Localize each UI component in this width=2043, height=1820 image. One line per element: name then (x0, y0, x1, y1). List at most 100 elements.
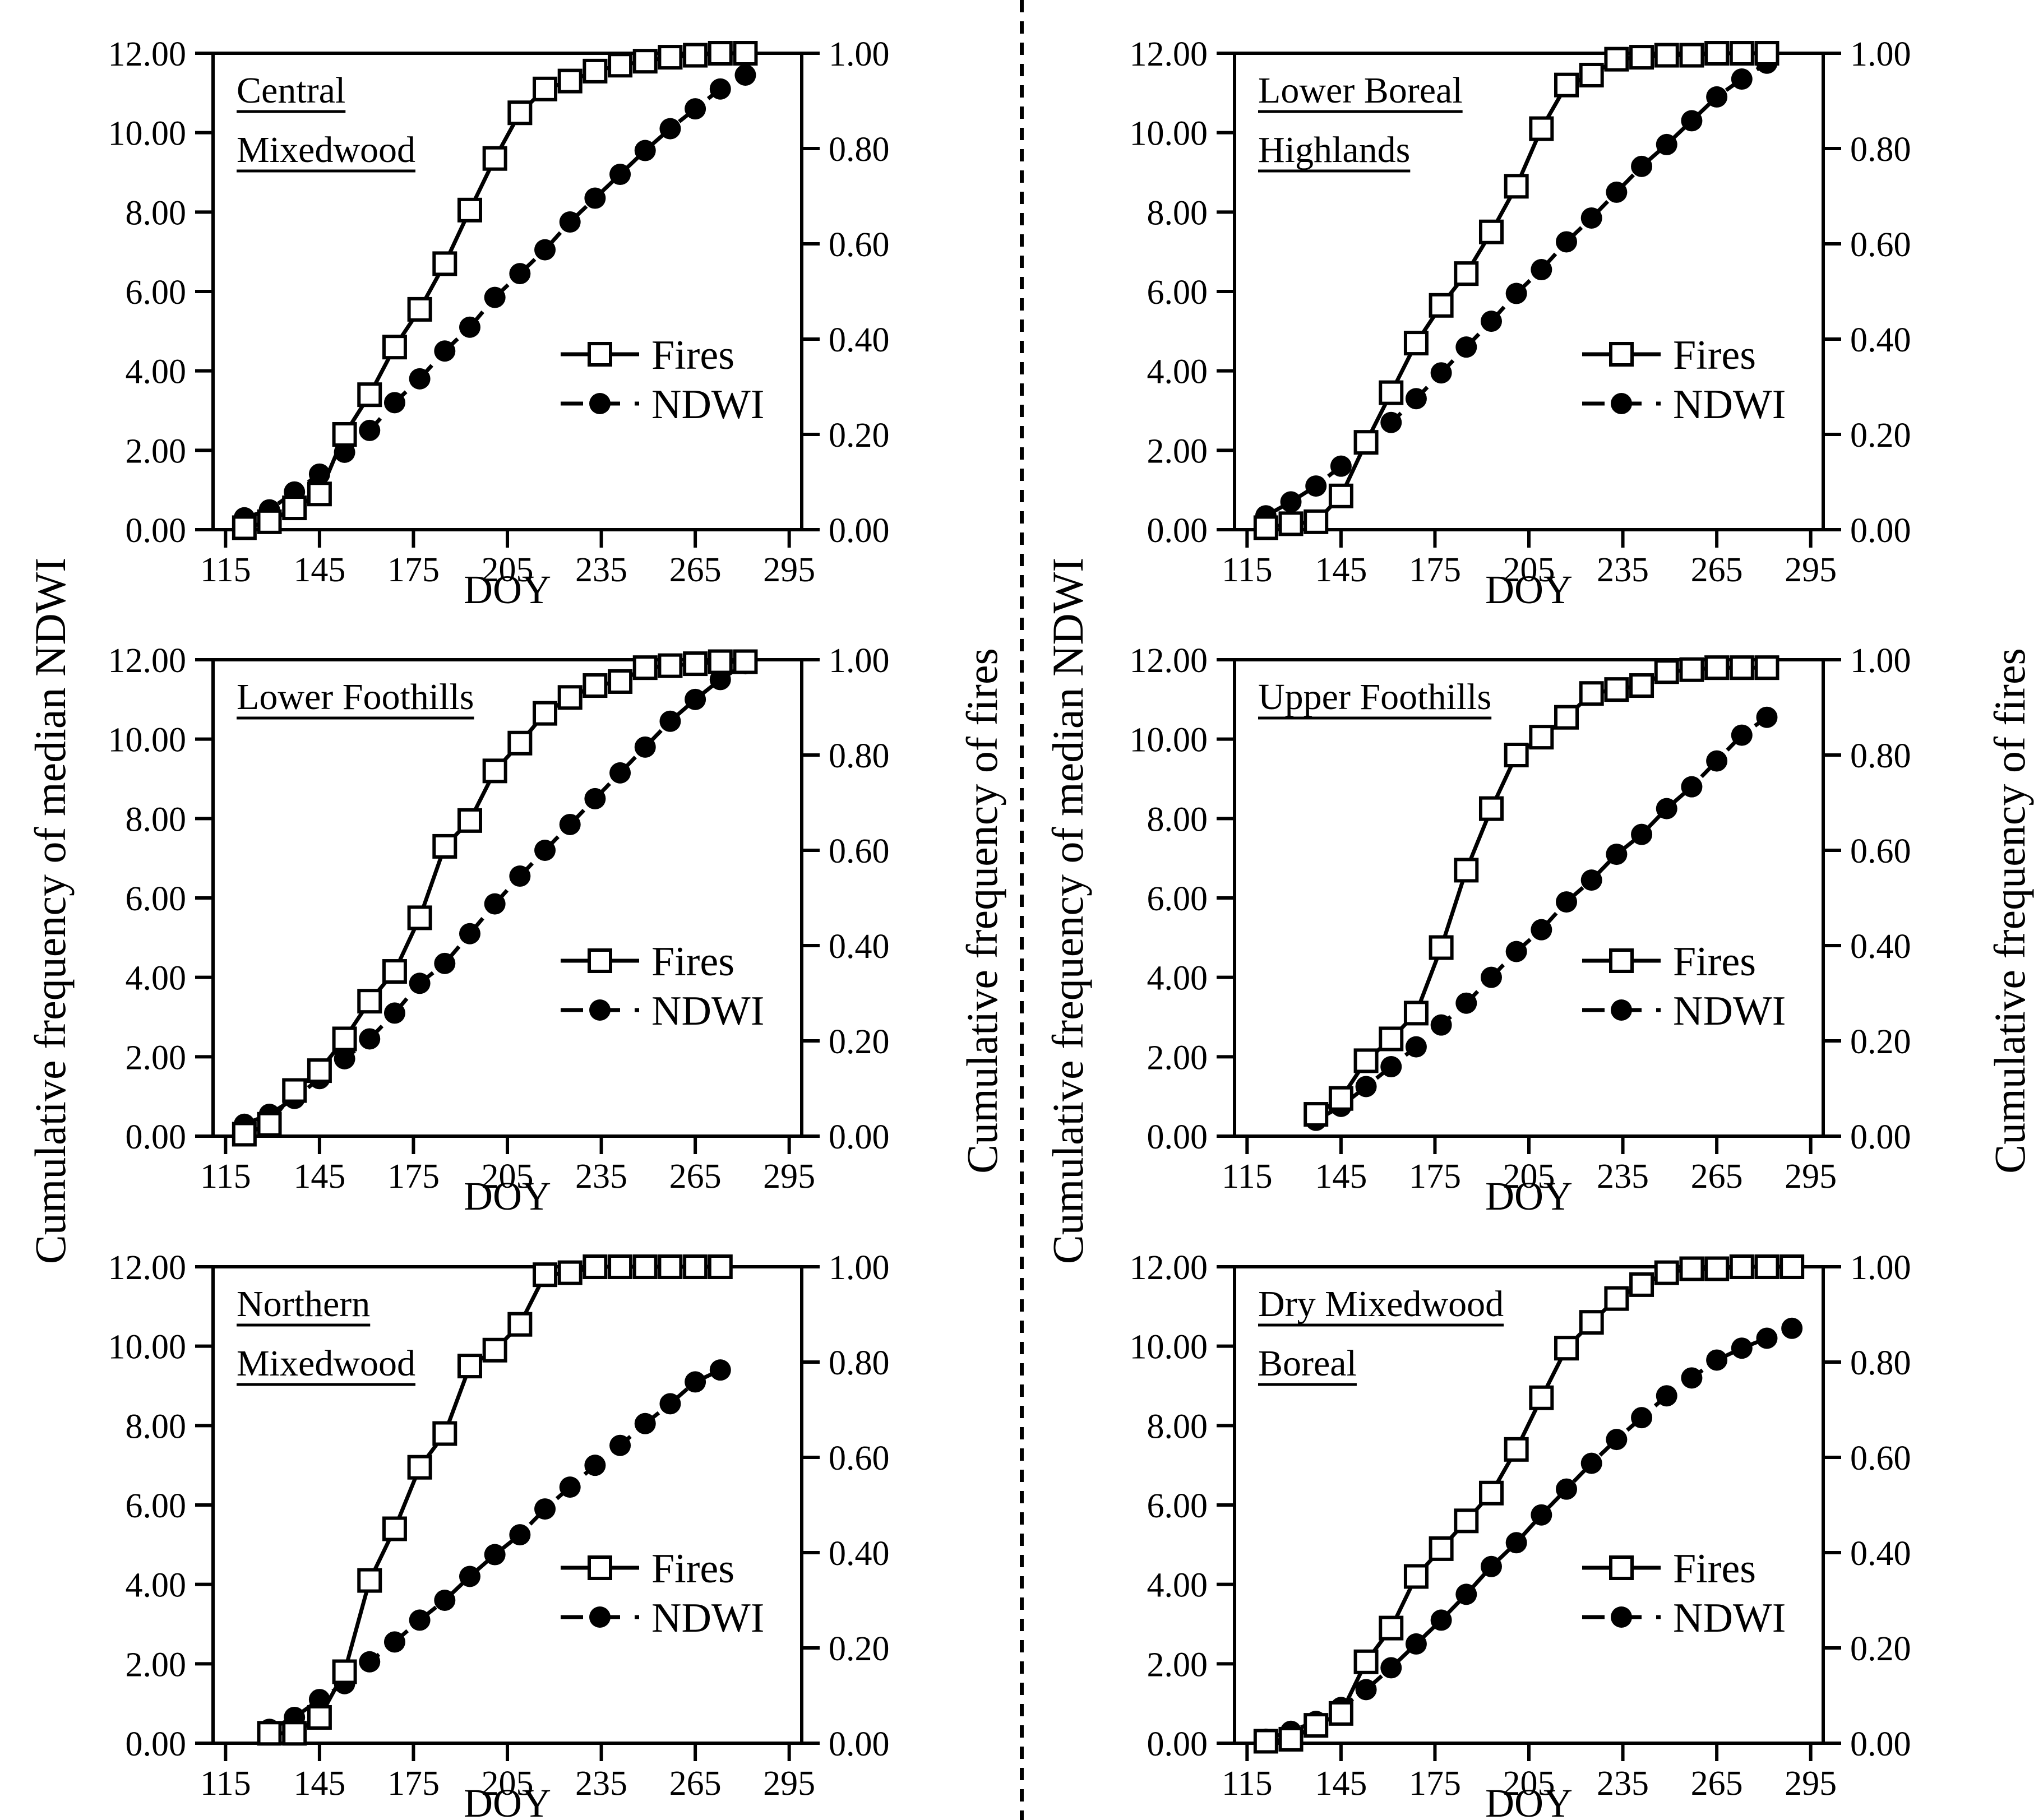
x-tick-label: 205 (1503, 1157, 1555, 1196)
y-left-tick-label: 10.00 (108, 115, 187, 153)
ndwi-marker (409, 972, 431, 994)
ndwi-marker (1556, 891, 1578, 913)
x-tick-label: 175 (387, 1765, 440, 1803)
x-tick-label: 295 (763, 1765, 815, 1803)
fires-marker (307, 1705, 332, 1730)
y-right-tick-label: 1.00 (829, 1249, 890, 1287)
legend-ndwi-marker (589, 1606, 611, 1628)
column-divider-dashed-line (1020, 0, 1024, 1820)
ndwi-marker (1580, 869, 1602, 891)
ndwi-marker (1280, 491, 1302, 513)
fires-marker (1379, 1615, 1404, 1641)
x-tick-label: 295 (1785, 551, 1837, 589)
ndwi-marker (1631, 155, 1653, 177)
ndwi-marker (1556, 1478, 1578, 1500)
fires-marker (1353, 430, 1379, 455)
y-right-tick-label: 0.20 (829, 1630, 890, 1668)
x-tick-label: 265 (1691, 1765, 1743, 1803)
x-tick-label: 205 (1503, 1765, 1555, 1803)
panel-title: Mixedwood (237, 129, 415, 170)
fires-marker (1328, 1701, 1353, 1726)
ndwi-marker (1330, 455, 1352, 477)
fires-marker (557, 68, 583, 94)
fires-marker (608, 53, 633, 78)
ndwi-marker (509, 865, 531, 887)
ndwi-marker (1531, 1504, 1552, 1526)
ndwi-marker (1580, 207, 1602, 229)
ndwi-marker (359, 419, 381, 441)
ndwi-marker (509, 1524, 531, 1546)
y-right-tick-label: 0.00 (1850, 1725, 1911, 1763)
fires-marker (357, 1568, 382, 1593)
fires-marker (1729, 655, 1754, 680)
x-axis-label: DOY (464, 1174, 551, 1213)
y-right-tick-label: 0.00 (1850, 512, 1911, 550)
fires-marker (1353, 1649, 1379, 1674)
x-tick-label: 205 (482, 1157, 534, 1196)
fires-marker (708, 41, 733, 66)
fires-marker (507, 730, 533, 756)
fires-marker (1403, 1001, 1429, 1026)
plot-frame (211, 52, 803, 531)
ndwi-marker (1631, 1407, 1653, 1429)
ndwi-marker (659, 710, 681, 732)
x-tick-label: 265 (669, 1157, 722, 1196)
ndwi-marker (434, 1590, 456, 1611)
fires-marker (482, 146, 507, 171)
y-left-tick-label: 8.00 (1147, 800, 1208, 839)
ndwi-marker (1531, 259, 1552, 281)
x-tick-label: 175 (387, 1157, 440, 1196)
chart-dry-mixedwood-boreal: 115 145 175 205 235 265 295 0.00 2.00 4.00 6.00 8.0… (1130, 1249, 1911, 1820)
panel-upper-foothills: 115 145 175 205 235 265 295 0.00 2.00 4.00 6.00 8.0… (1022, 606, 2043, 1213)
fires-marker (1278, 511, 1304, 536)
y-left-tick-label: 6.00 (1147, 1487, 1208, 1525)
ndwi-marker (734, 64, 756, 86)
y-left-tick-label: 4.00 (1147, 1567, 1208, 1605)
fires-marker (1679, 657, 1704, 682)
y-left-tick-label: 0.00 (126, 1725, 187, 1763)
legend-ndwi-marker (1611, 393, 1632, 414)
ndwi-marker (609, 762, 631, 784)
y-right-tick-label: 1.00 (1850, 35, 1911, 73)
panel-lower-foothills: 115 145 175 205 235 265 295 0.00 2.00 4.00 6.00 8.0… (0, 606, 1022, 1213)
fires-marker (457, 808, 482, 833)
y-left-tick-label: 0.00 (1147, 1118, 1208, 1156)
fires-marker (1529, 116, 1554, 141)
fires-marker (1504, 743, 1529, 767)
fires-marker (232, 1122, 257, 1147)
legend-ndwi-label: NDWI (651, 988, 764, 1034)
x-tick-label: 235 (575, 1157, 627, 1196)
x-axis-label: DOY (1485, 567, 1573, 606)
fires-marker (1278, 1726, 1304, 1752)
fires-marker (1629, 673, 1654, 698)
x-tick-label: 115 (1222, 1157, 1273, 1196)
legend-ndwi-label: NDWI (1673, 988, 1786, 1034)
y-left-tick-label: 12.00 (108, 642, 187, 680)
fires-marker (257, 1112, 282, 1137)
y-left-tick-label: 10.00 (108, 721, 187, 760)
ndwi-marker (359, 1651, 381, 1673)
fires-marker (1403, 1564, 1429, 1589)
fires-marker (307, 481, 332, 507)
ndwi-marker (1656, 133, 1677, 155)
fires-marker (282, 495, 307, 521)
fires-marker (1579, 62, 1604, 87)
ndwi-marker (484, 1544, 506, 1566)
fires-marker (1554, 705, 1579, 730)
fires-marker (432, 251, 457, 276)
fires-marker (557, 1260, 583, 1285)
fires-marker (307, 1058, 332, 1083)
y-right-tick-label: 1.00 (1850, 1249, 1911, 1287)
y-right-tick-label: 0.20 (829, 1023, 890, 1061)
fires-marker (583, 1254, 608, 1279)
fires-marker (1579, 1310, 1604, 1335)
panel-title: Central (237, 70, 345, 111)
legend-fires-marker (588, 342, 612, 367)
ndwi-marker (709, 78, 731, 100)
fires-marker (1429, 935, 1454, 960)
ndwi-marker (1580, 1452, 1602, 1474)
y-right-tick-label: 0.40 (829, 1535, 890, 1573)
fires-marker (733, 649, 758, 674)
x-tick-label: 175 (1409, 1157, 1461, 1196)
